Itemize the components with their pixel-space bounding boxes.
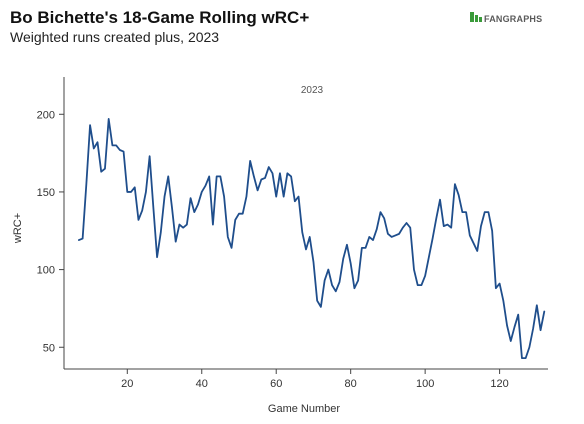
y-tick-label: 200 <box>37 109 55 121</box>
chart-subtitle: Weighted runs created plus, 2023 <box>10 29 219 45</box>
logo-text: FANGRAPHS <box>484 14 542 24</box>
x-tick-label: 100 <box>416 378 434 390</box>
y-tick-label: 100 <box>37 265 55 277</box>
series-line <box>77 118 546 360</box>
x-tick-label: 80 <box>345 378 357 390</box>
y-tick-label: 50 <box>43 342 55 354</box>
x-tick-label: 120 <box>490 378 508 390</box>
y-tick-label: 150 <box>37 187 55 199</box>
plot-area: 50 100 150 200 20 40 60 80 100 120 <box>37 77 548 390</box>
x-tick-label: 20 <box>121 378 133 390</box>
fangraphs-leaf-icon <box>470 12 482 22</box>
fangraphs-logo: FANGRAPHS <box>470 12 542 24</box>
x-axis-title: Game Number <box>268 403 340 415</box>
annotation-year: 2023 <box>301 85 324 96</box>
y-axis-title: wRC+ <box>12 213 24 244</box>
x-tick-label: 40 <box>196 378 208 390</box>
chart-title: Bo Bichette's 18-Game Rolling wRC+ <box>10 8 309 27</box>
x-tick-label: 60 <box>270 378 282 390</box>
